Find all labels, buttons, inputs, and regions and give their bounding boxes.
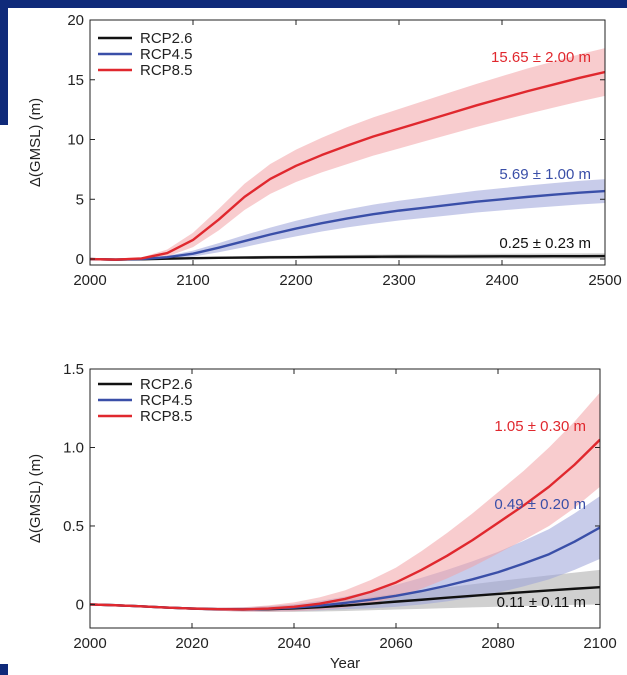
x-tick-label: 2000 <box>73 272 106 289</box>
series-line-rcp85 <box>90 438 600 611</box>
x-tick-label: 2200 <box>279 272 312 289</box>
y-tick-label: 15 <box>67 72 84 89</box>
y-tick-label: 1.0 <box>63 439 84 456</box>
y-axis-label: Δ(GMSL) (m) <box>27 454 44 543</box>
series-line-rcp26 <box>90 254 605 261</box>
annotation-rcp26: 0.25 ± 0.23 m <box>499 235 591 252</box>
frame-bar-left-bottom <box>0 664 8 675</box>
legend-label-rcp45: RCP4.5 <box>140 46 193 63</box>
x-tick-label: 2000 <box>73 635 106 652</box>
uncertainty-band-rcp45 <box>90 496 600 612</box>
uncertainty-band-rcp26 <box>90 569 600 612</box>
series-line-rcp45 <box>90 189 605 261</box>
plot-area <box>90 392 600 612</box>
y-tick-label: 5 <box>76 191 84 208</box>
x-tick-label: 2080 <box>481 635 514 652</box>
frame-bar-left <box>0 0 8 125</box>
x-tick-label: 2100 <box>583 635 616 652</box>
x-tick-label: 2020 <box>175 635 208 652</box>
annotation-rcp26: 0.11 ± 0.11 m <box>497 594 586 611</box>
series-line-rcp85 <box>90 70 605 261</box>
plot-area <box>90 48 605 261</box>
y-tick-label: 1.5 <box>63 361 84 378</box>
annotation-rcp85: 1.05 ± 0.30 m <box>494 418 586 435</box>
x-tick-label: 2300 <box>382 272 415 289</box>
x-tick-label: 2040 <box>277 635 310 652</box>
annotation-rcp45: 5.69 ± 1.00 m <box>499 166 591 183</box>
legend-label-rcp26: RCP2.6 <box>140 376 193 393</box>
chart-panel-1: 2000 2100 2200 2300 2400 2500 0 5 10 15 20 Δ(GMSL) … <box>27 12 622 289</box>
annotation-rcp85: 15.65 ± 2.00 m <box>491 49 591 66</box>
axes-frame <box>89 19 606 266</box>
y-tick-label: 0 <box>76 596 84 613</box>
chart-panel-2: 2000 2020 2040 2060 2080 2100 0 0.5 1.0 1.5 Δ(GMSL… <box>27 361 617 672</box>
x-tick-label: 2060 <box>379 635 412 652</box>
y-tick-label: 20 <box>67 12 84 29</box>
axes-frame <box>89 368 601 629</box>
x-axis-label: Year <box>330 655 360 672</box>
x-tick-label: 2100 <box>176 272 209 289</box>
legend-label-rcp45: RCP4.5 <box>140 392 193 409</box>
legend-label-rcp85: RCP8.5 <box>140 408 193 425</box>
x-tick-label: 2500 <box>588 272 621 289</box>
uncertainty-band-rcp85 <box>90 48 605 260</box>
annotation-rcp45: 0.49 ± 0.20 m <box>494 496 586 513</box>
y-tick-label: 0 <box>76 251 84 268</box>
y-axis-label: Δ(GMSL) (m) <box>27 98 44 187</box>
y-tick-label: 0.5 <box>63 518 84 535</box>
legend-label-rcp26: RCP2.6 <box>140 30 193 47</box>
legend-label-rcp85: RCP8.5 <box>140 62 193 79</box>
uncertainty-band-rcp85 <box>90 392 600 612</box>
frame-bar-top <box>0 0 627 8</box>
y-tick-label: 10 <box>67 132 84 149</box>
x-tick-label: 2400 <box>485 272 518 289</box>
